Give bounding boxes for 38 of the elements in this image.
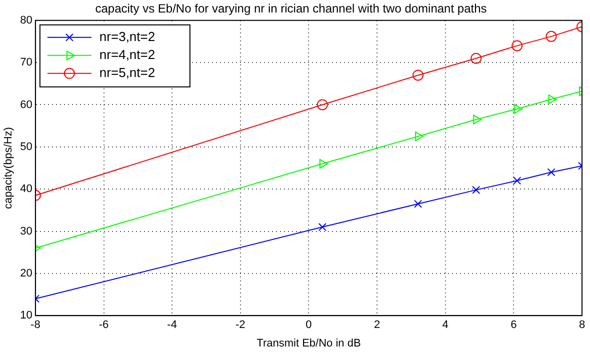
legend-label: nr=4,nt=2 bbox=[99, 46, 156, 62]
y-tick-label: 70 bbox=[20, 56, 32, 69]
point bbox=[513, 176, 522, 185]
point bbox=[547, 168, 556, 176]
x-tick-label: 4 bbox=[442, 319, 448, 332]
y-tick-label: 80 bbox=[20, 14, 32, 26]
point bbox=[470, 52, 482, 64]
x-tick-label: 0 bbox=[306, 319, 312, 332]
y-tick-label: 30 bbox=[20, 225, 32, 238]
x-tick-label: -8 bbox=[30, 319, 40, 332]
point bbox=[319, 158, 328, 169]
x-tick-label: 8 bbox=[578, 319, 586, 332]
point bbox=[512, 40, 523, 52]
point bbox=[514, 104, 523, 114]
point bbox=[316, 99, 328, 110]
y-tick-label: 60 bbox=[20, 98, 32, 111]
x-tick-label: -4 bbox=[167, 319, 177, 332]
point bbox=[473, 114, 482, 124]
x-tick-label: 6 bbox=[510, 319, 517, 332]
x-tick-label: -2 bbox=[236, 319, 246, 332]
chart-title: capacity vs Eb/No for varying nr in rician channel with two dominant paths bbox=[95, 2, 487, 16]
y-tick-label: 20 bbox=[20, 267, 32, 280]
y-tick-label: 40 bbox=[20, 183, 32, 196]
point bbox=[414, 200, 422, 208]
x-axis-title: Transmit Eb/No in dB bbox=[256, 337, 361, 350]
point bbox=[318, 223, 326, 232]
point bbox=[412, 70, 424, 81]
point bbox=[546, 30, 557, 42]
point bbox=[548, 94, 557, 104]
y-axis-title: capacity(bps/Hz) bbox=[2, 127, 15, 209]
legend-label: nr=5,nt=2 bbox=[99, 64, 156, 80]
point bbox=[472, 186, 480, 194]
x-tick-label: 2 bbox=[374, 319, 380, 332]
y-tick-label: 50 bbox=[20, 140, 32, 153]
legend-label: nr=3,nt=2 bbox=[99, 28, 156, 44]
x-tick-label: -6 bbox=[98, 319, 109, 332]
y-tick-label: 10 bbox=[20, 310, 32, 322]
point bbox=[415, 132, 424, 142]
